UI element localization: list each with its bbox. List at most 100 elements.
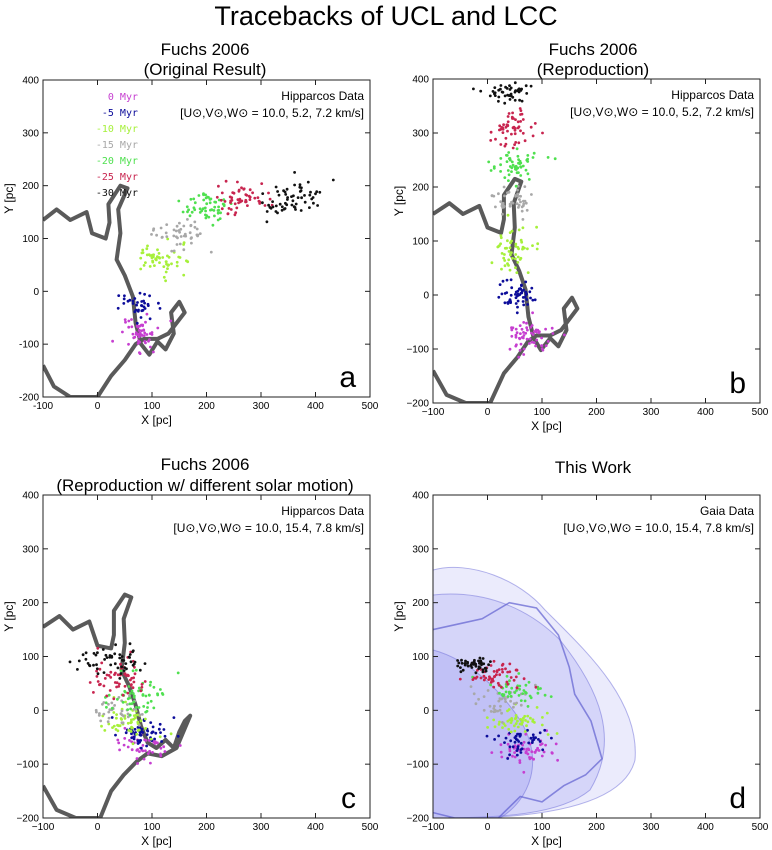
data-point: [176, 671, 180, 675]
data-point: [209, 250, 213, 254]
data-point: [519, 174, 523, 177]
data-point: [229, 208, 233, 211]
data-point: [149, 721, 153, 724]
data-point: [514, 333, 518, 337]
data-point: [151, 751, 154, 754]
data-point: [486, 726, 489, 729]
data-point: [117, 294, 121, 297]
data-point: [528, 337, 532, 341]
data-point: [203, 206, 207, 210]
y-tick-label: 200: [22, 598, 39, 609]
data-point: [166, 237, 170, 241]
data-point: [146, 752, 150, 755]
data-point: [498, 708, 502, 712]
data-point: [192, 197, 196, 201]
x-tick-label: 500: [362, 401, 379, 412]
data-point: [502, 205, 506, 209]
data-point: [510, 170, 513, 174]
data-point: [178, 221, 181, 225]
data-point: [136, 762, 140, 765]
data-point: [519, 120, 522, 123]
data-point: [131, 669, 135, 673]
data-point: [500, 126, 504, 129]
data-point: [94, 708, 98, 712]
data-point: [316, 204, 319, 207]
data-point: [510, 717, 514, 720]
data-point: [526, 752, 530, 756]
data-point: [456, 659, 459, 662]
data-point: [132, 336, 136, 340]
data-point: [110, 716, 114, 719]
solar-motion-label: [U⊙,V⊙,W⊙ = 10.0, 5.2, 7.2 km/s]: [570, 105, 754, 119]
data-point: [510, 286, 514, 290]
association-boundary-outline: [433, 601, 603, 818]
data-point: [534, 736, 537, 740]
data-point: [508, 753, 511, 757]
panel-a-subtitle: (Original Result): [144, 60, 267, 79]
data-point: [524, 201, 528, 205]
panel-a-title: Fuchs 2006: [161, 40, 250, 59]
data-point: [495, 673, 498, 677]
data-point: [153, 737, 157, 741]
series--20-myr: [104, 668, 180, 717]
series--20-myr: [487, 147, 557, 188]
data-point: [550, 736, 553, 740]
data-point: [513, 751, 516, 754]
data-point: [198, 232, 202, 236]
data-point: [489, 660, 492, 663]
data-point: [186, 218, 189, 221]
data-point: [515, 686, 519, 690]
series--30-myr: [261, 171, 335, 224]
data-point: [129, 707, 133, 711]
data-point: [193, 201, 197, 205]
panel-letter: c: [341, 782, 356, 815]
data-point: [140, 304, 144, 308]
data-point: [514, 327, 518, 331]
plot-frame-b: [432, 78, 761, 404]
series--15-myr: [150, 218, 213, 254]
data-point: [532, 757, 535, 761]
data-point: [212, 209, 216, 212]
data-point: [498, 673, 502, 677]
data-point: [516, 246, 520, 249]
data-point: [251, 191, 255, 195]
data-point: [508, 84, 511, 87]
data-point: [265, 220, 269, 224]
data-point: [284, 193, 288, 196]
data-point: [146, 302, 150, 306]
data-point: [540, 344, 544, 347]
data-point: [77, 659, 81, 663]
data-point: [532, 330, 536, 333]
data-point: [132, 735, 136, 739]
data-point: [526, 157, 529, 161]
data-point: [533, 298, 537, 302]
data-point: [293, 183, 296, 187]
data-point: [509, 293, 513, 297]
data-point: [133, 665, 136, 669]
data-point: [516, 154, 520, 158]
data-point: [132, 707, 136, 711]
y-axis-label: Y [pc]: [2, 601, 16, 631]
data-point: [120, 709, 124, 713]
data-point: [498, 697, 502, 700]
data-point: [518, 761, 522, 764]
data-point: [246, 204, 249, 208]
y-tick-label: 400: [412, 75, 429, 86]
data-point: [505, 278, 509, 282]
data-point: [164, 270, 168, 274]
x-tick-label: 200: [198, 401, 215, 412]
data-point: [244, 193, 248, 197]
data-point: [522, 199, 525, 203]
y-tick-label: −100: [406, 760, 429, 771]
data-point: [128, 739, 131, 742]
x-tick-label: −100: [32, 822, 55, 833]
data-point: [278, 202, 282, 206]
data-point: [169, 732, 173, 736]
data-point: [138, 713, 142, 717]
data-point: [505, 87, 509, 90]
data-point: [81, 653, 85, 657]
data-point: [117, 741, 121, 745]
data-point: [522, 347, 526, 351]
data-point: [482, 695, 486, 698]
data-point: [515, 701, 518, 705]
